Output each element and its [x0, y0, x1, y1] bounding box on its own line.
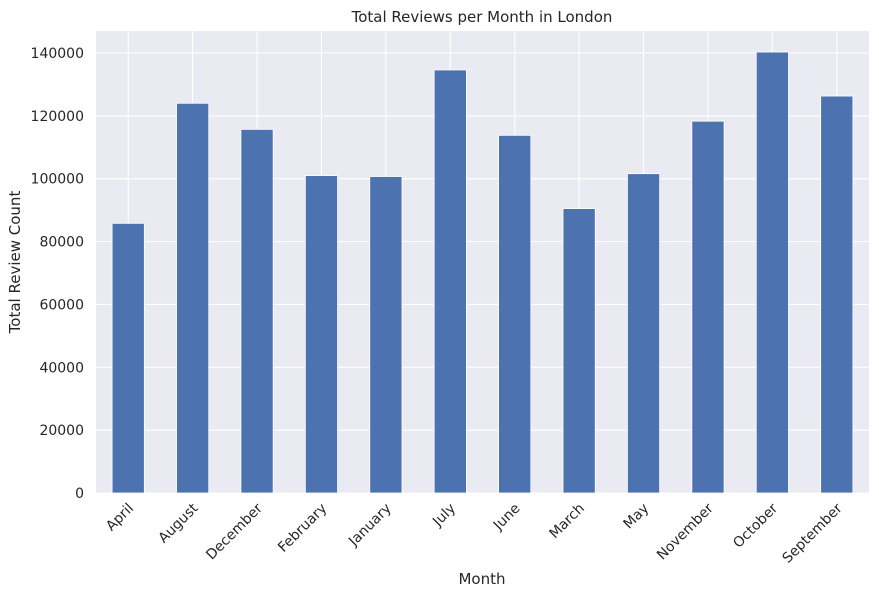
x-tick-label: October [730, 500, 781, 551]
y-tick-label: 60000 [39, 297, 84, 313]
x-tick-label: May [621, 501, 653, 533]
bar-october [755, 51, 789, 494]
x-tick-label: June [490, 501, 524, 535]
x-tick-label: July [429, 501, 459, 531]
bar-july [433, 69, 467, 494]
x-tick-label: April [103, 501, 137, 535]
y-tick-label: 20000 [39, 423, 84, 439]
x-axis-title: Month [458, 570, 505, 588]
bar-august [176, 102, 210, 494]
y-tick-labels: 0 20000 40000 60000 80000 100000 120000 140000 [31, 46, 84, 502]
x-tick-label: September [780, 500, 846, 566]
y-tick-label: 80000 [39, 235, 84, 251]
x-tick-label: August [155, 500, 201, 546]
bar-november [691, 120, 725, 494]
x-tick-labels: April August December February January July Ju… [103, 500, 846, 566]
y-axis-title: Total Review Count [6, 191, 24, 335]
bar-january [369, 176, 403, 494]
x-tick-label: March [546, 501, 587, 542]
x-tick-label: November [654, 500, 717, 563]
bar-june [498, 134, 532, 494]
bar-april [111, 222, 145, 494]
x-tick-label: February [275, 501, 330, 556]
plot-background [96, 31, 869, 493]
bar-march [562, 208, 596, 494]
bar-may [627, 173, 661, 494]
y-tick-label: 0 [75, 486, 84, 502]
y-tick-label: 140000 [31, 46, 84, 62]
bars [111, 51, 854, 494]
x-tick-label: December [203, 500, 266, 563]
x-tick-label: January [345, 501, 395, 551]
y-tick-label: 120000 [31, 109, 84, 125]
bar-september [820, 95, 854, 494]
y-tick-label: 40000 [39, 360, 84, 376]
y-tick-label: 100000 [31, 172, 84, 188]
chart-title: Total Reviews per Month in London [351, 8, 613, 26]
bar-february [304, 175, 338, 494]
bar-december [240, 128, 274, 494]
